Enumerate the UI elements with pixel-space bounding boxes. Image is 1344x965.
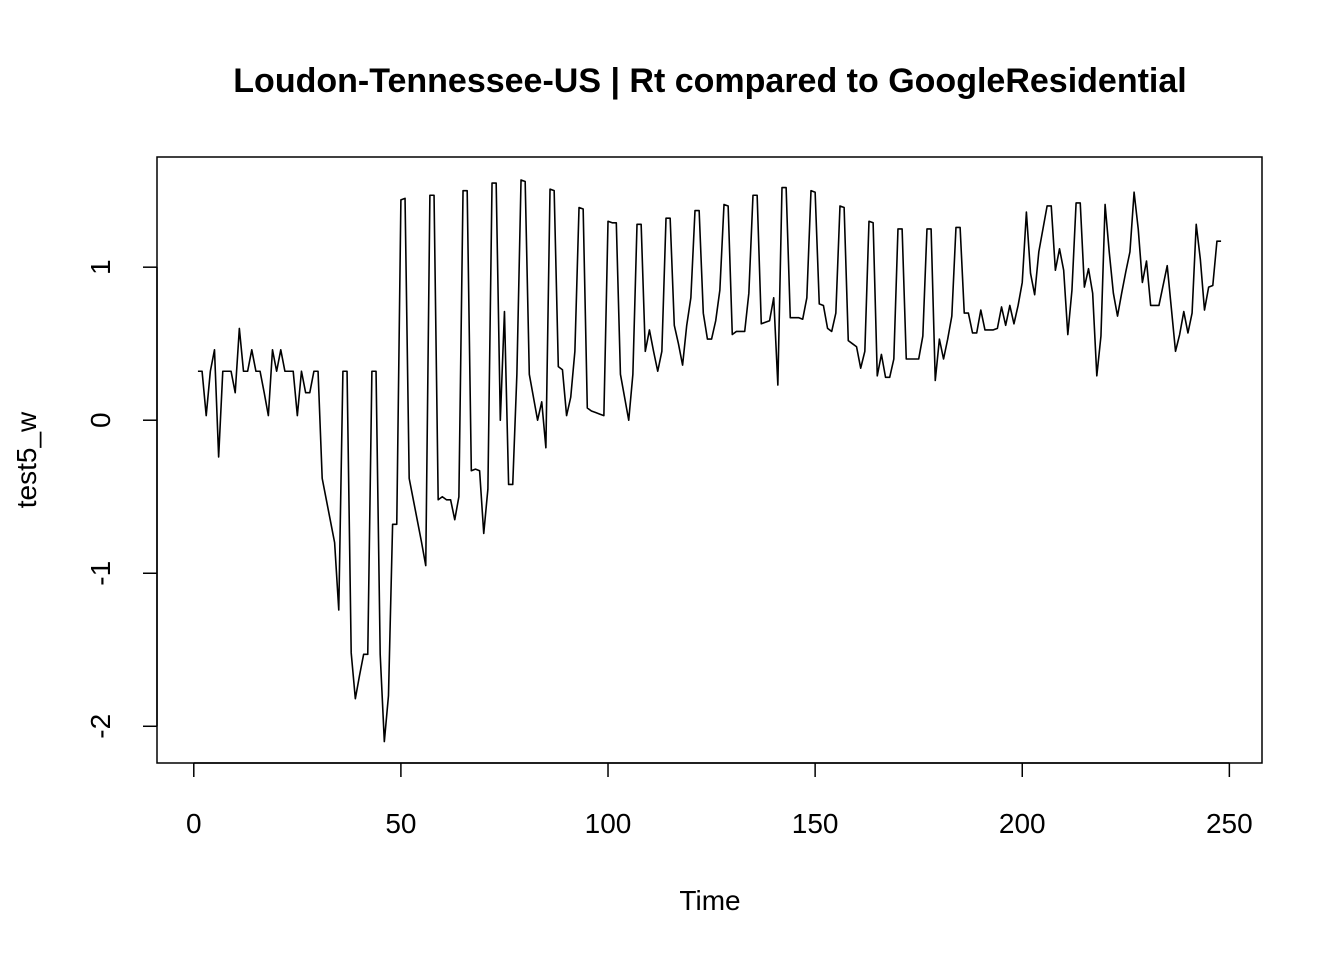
x-axis-label: Time: [679, 885, 740, 916]
y-tick-label: 1: [85, 259, 116, 275]
series-line: [197, 179, 1222, 743]
plot-box: [156, 156, 1263, 764]
x-tick-label: 0: [186, 808, 202, 839]
y-tick-label: 0: [85, 412, 116, 428]
y-tick-label: -1: [85, 561, 116, 586]
x-tick-label: 200: [999, 808, 1046, 839]
x-tick-label: 50: [385, 808, 416, 839]
y-tick-label: -2: [85, 714, 116, 739]
x-tick-label: 250: [1206, 808, 1253, 839]
x-tick-label: 100: [585, 808, 632, 839]
chart-title: Loudon-Tennessee-US | Rt compared to Goo…: [233, 62, 1186, 100]
x-tick-label: 150: [792, 808, 839, 839]
y-axis-label: test5_w: [11, 411, 42, 508]
